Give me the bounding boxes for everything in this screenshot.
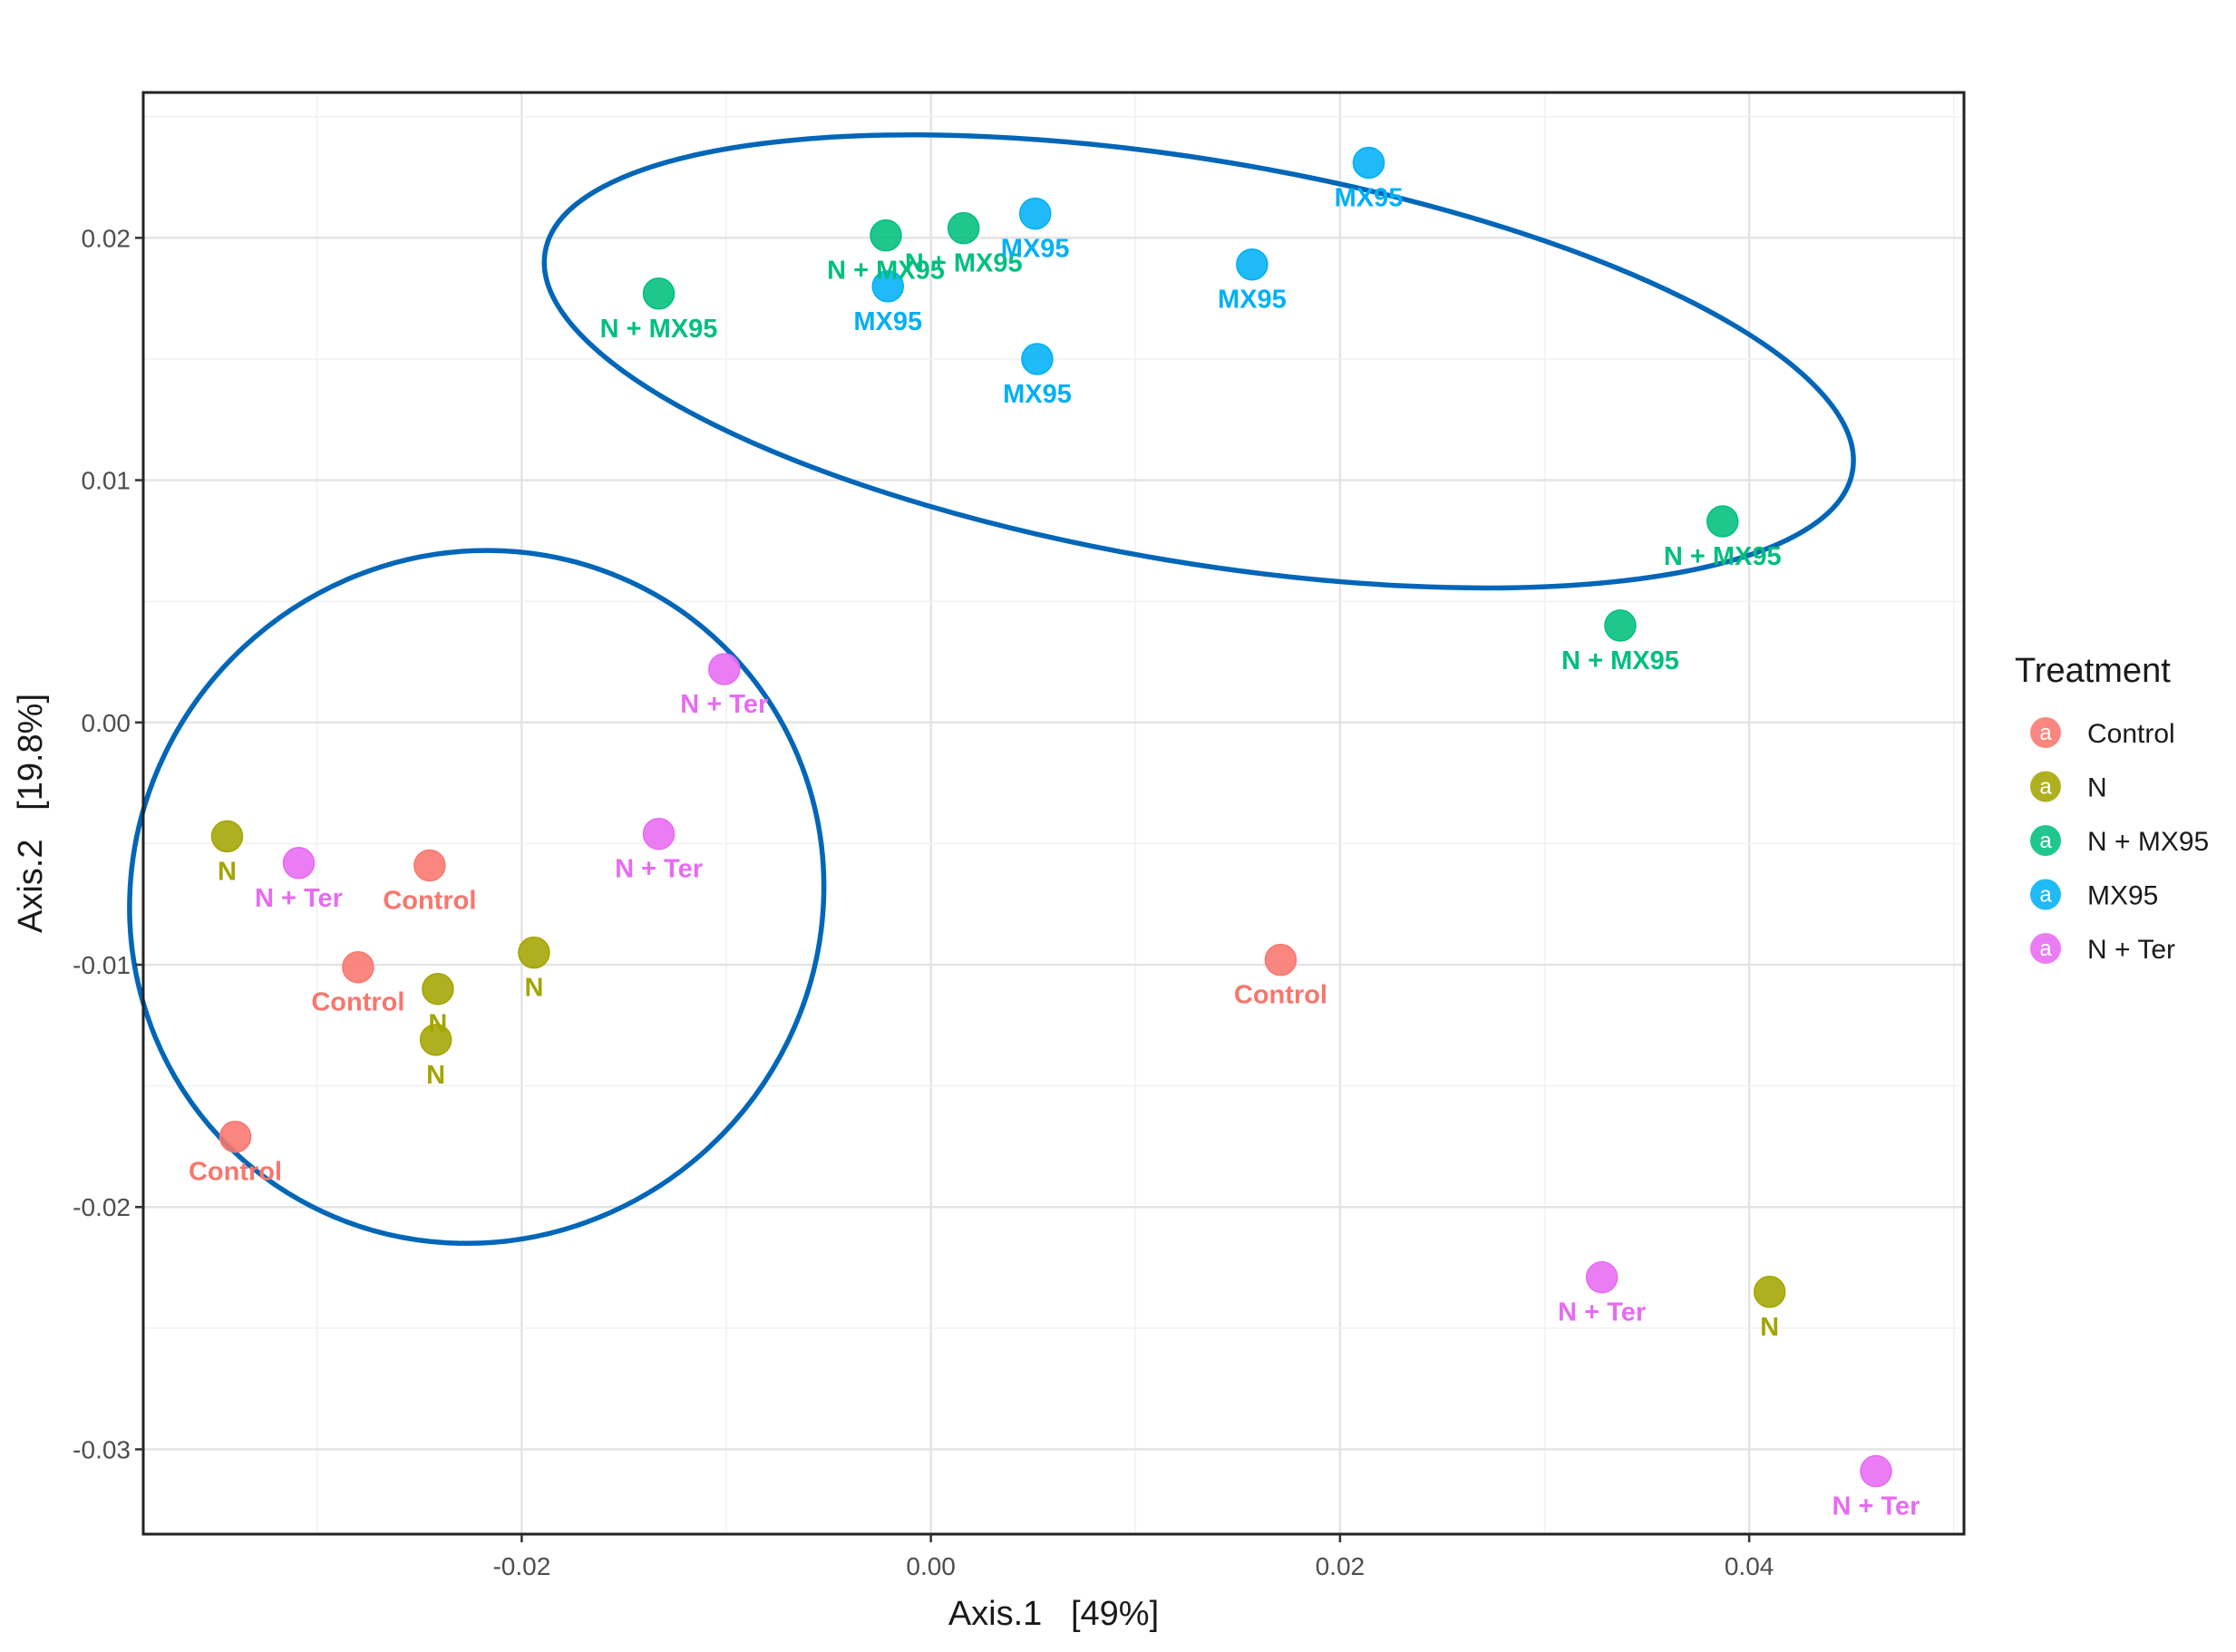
y-axis-title: Axis.2 [19.8%] — [12, 694, 50, 933]
data-point-mx95 — [1236, 248, 1269, 281]
y-tick-label: 0.01 — [82, 467, 131, 495]
data-point-n — [518, 936, 550, 969]
point-label: MX95 — [1003, 380, 1072, 409]
y-tick-label: 0.02 — [82, 224, 131, 252]
legend-key-glyph: a — [2039, 721, 2052, 745]
point-label: N + Ter — [1558, 1298, 1646, 1327]
point-label: Control — [311, 988, 404, 1017]
legend-key-glyph: a — [2039, 775, 2052, 800]
point-label: MX95 — [1335, 183, 1404, 212]
data-points — [210, 146, 1892, 1488]
data-point-n-ter — [282, 847, 316, 879]
data-point-control — [219, 1120, 252, 1153]
data-point-mx95 — [1018, 197, 1052, 230]
legend-entry-label: MX95 — [2087, 881, 2158, 911]
data-point-n-ter — [1585, 1260, 1619, 1294]
legend: Treatment a Control a Na N + MX95 a MX95 a N + T… — [2015, 652, 2209, 965]
cluster-ellipse — [541, 132, 1856, 591]
point-label: N — [1760, 1313, 1779, 1342]
data-point-mx95 — [1352, 146, 1385, 180]
point-label: N — [428, 1010, 447, 1039]
data-point-n-mx95 — [1706, 505, 1739, 538]
point-label: N — [426, 1061, 445, 1090]
point-label: N + Ter — [255, 884, 343, 913]
legend-key-dot — [2030, 825, 2061, 856]
axis-ticks: -0.02 0.00 0.02 0.04 -0.03 -0.02 -0.01 0.00 0.01… — [73, 224, 1774, 1580]
y-tick-label: -0.03 — [73, 1435, 131, 1463]
x-tick-label: 0.04 — [1725, 1552, 1774, 1580]
data-point-n-ter — [642, 817, 676, 850]
x-tick-label: 0.02 — [1316, 1552, 1366, 1580]
legend-title: Treatment — [2015, 652, 2171, 690]
data-point-control — [413, 849, 446, 882]
y-tick-label: -0.02 — [73, 1193, 131, 1221]
y-tick-label: 0.00 — [82, 709, 131, 737]
data-point-n-mx95 — [870, 219, 902, 252]
point-label: N + Ter — [680, 690, 768, 719]
x-tick-label: -0.02 — [492, 1552, 550, 1580]
legend-entry-label: N — [2087, 773, 2107, 803]
data-point-n-ter — [708, 653, 741, 685]
data-point-n-mx95 — [642, 277, 676, 310]
point-label: N + MX95 — [827, 257, 945, 286]
point-label: MX95 — [1001, 235, 1070, 264]
point-label: N + MX95 — [905, 249, 1023, 278]
data-point-n — [422, 972, 454, 1006]
data-point-n-ter — [1860, 1454, 1892, 1488]
point-label: N — [218, 857, 237, 886]
plot-panel-border — [141, 91, 1966, 1536]
legend-entry-label: Control — [2087, 719, 2175, 749]
legend-key-dot — [2030, 933, 2061, 964]
data-point-control — [342, 950, 374, 984]
data-point-n — [210, 820, 244, 853]
legend-key-dot — [2030, 717, 2061, 748]
point-label: N + Ter — [1833, 1492, 1920, 1521]
grid-lines — [143, 92, 1964, 1534]
data-point-control — [1264, 943, 1298, 977]
data-point-mx95 — [871, 270, 904, 303]
data-point-n-mx95 — [1604, 609, 1637, 642]
point-label: N + MX95 — [600, 315, 718, 344]
point-label: Control — [383, 886, 476, 915]
y-tick-label: -0.01 — [73, 951, 131, 979]
data-point-n — [1753, 1276, 1786, 1308]
point-label: N + MX95 — [1664, 542, 1782, 571]
legend-key-glyph: a — [2039, 829, 2052, 853]
data-point-n — [419, 1024, 452, 1056]
point-label: MX95 — [1218, 286, 1287, 315]
x-tick-label: 0.00 — [906, 1552, 956, 1580]
point-label: N + MX95 — [1561, 646, 1679, 675]
legend-entry-label: N + MX95 — [2087, 827, 2209, 857]
point-label: MX95 — [853, 307, 922, 336]
legend-key-dot — [2030, 879, 2061, 910]
legend-key-dot — [2030, 771, 2061, 802]
legend-key-glyph: a — [2039, 883, 2052, 908]
point-label: Control — [189, 1158, 282, 1187]
point-label: N — [524, 974, 543, 1003]
data-point-n-mx95 — [947, 211, 980, 245]
legend-key-glyph: a — [2039, 937, 2052, 961]
legend-entry-label: N + Ter — [2087, 935, 2175, 965]
x-axis-title: Axis.1 [49%] — [948, 1595, 1159, 1633]
point-label: N + Ter — [615, 855, 703, 884]
data-point-mx95 — [1021, 343, 1054, 375]
point-label: Control — [1234, 981, 1327, 1010]
